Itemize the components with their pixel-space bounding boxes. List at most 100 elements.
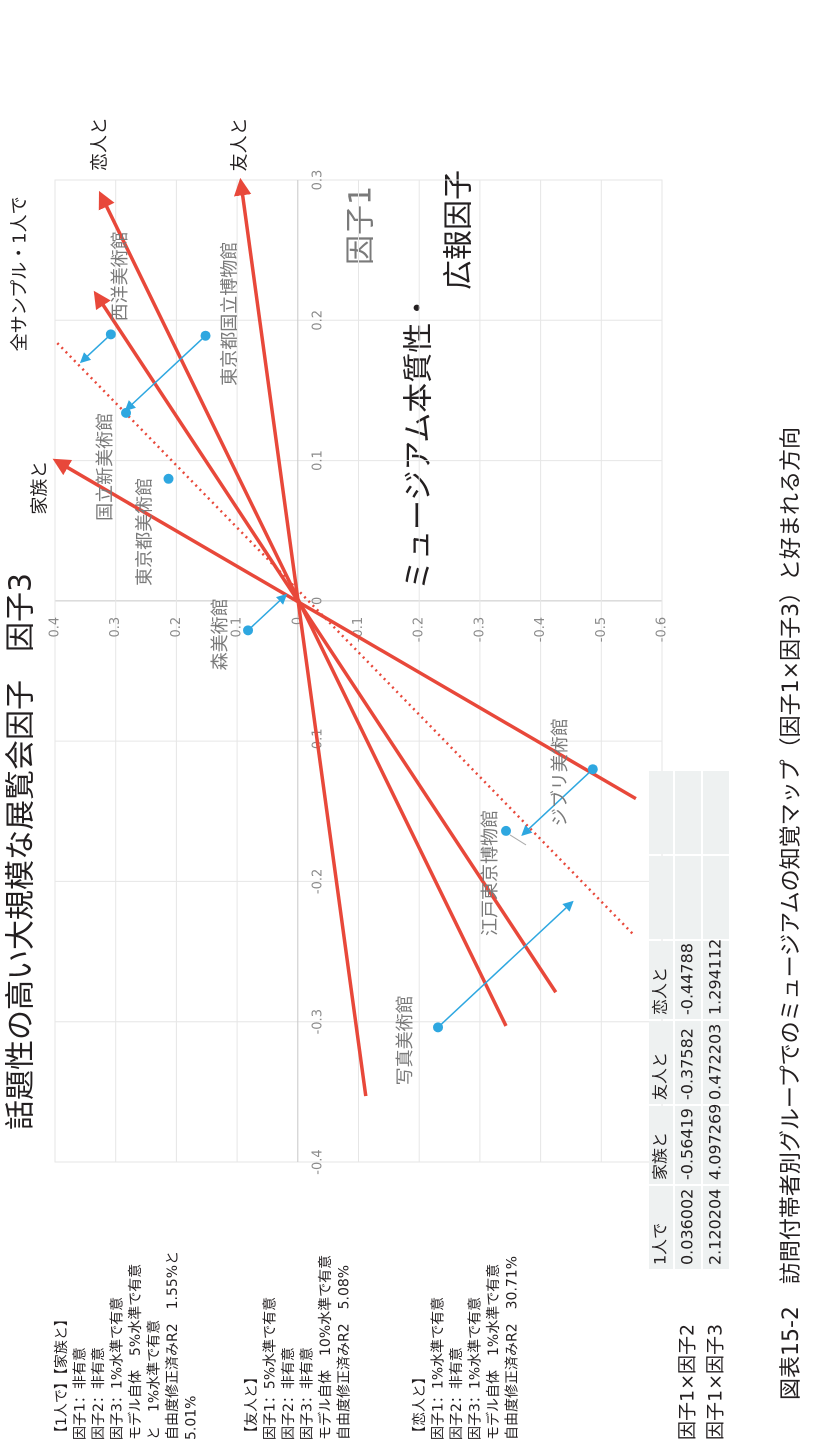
note-line: 因子3：非有意 bbox=[299, 1347, 316, 1440]
point-label: 東京都美術館 bbox=[135, 478, 156, 586]
table-header: 家族と bbox=[651, 1132, 670, 1180]
y-tick-label: -0.5 bbox=[594, 617, 609, 642]
y-tick-label: -0.3 bbox=[472, 617, 487, 642]
point bbox=[200, 330, 211, 341]
x-tick-label: 0.2 bbox=[310, 310, 325, 331]
point-label: 西洋美術館 bbox=[110, 231, 131, 321]
vector-label: 全サンプル・1人で bbox=[10, 196, 31, 351]
table-cell-text: 4.097269 bbox=[706, 1104, 725, 1180]
table-cell bbox=[675, 856, 701, 939]
x-tick-label: 0.3 bbox=[310, 170, 325, 191]
table-cell bbox=[703, 1186, 729, 1269]
projection-arrow bbox=[521, 768, 594, 837]
note-line: と 1%水準で有意 bbox=[146, 1320, 163, 1440]
point-label: 江戸東京博物館 bbox=[480, 810, 501, 936]
y-tick-label: 0 bbox=[290, 617, 305, 625]
y-tick-label: 0.4 bbox=[48, 617, 63, 638]
leader-line bbox=[509, 834, 527, 846]
point-label: 東京都国立博物館 bbox=[220, 242, 241, 386]
table-cell bbox=[649, 1186, 673, 1269]
table-cell-text: 0.036002 bbox=[678, 1189, 697, 1265]
x-tick-label: 0.1 bbox=[310, 450, 325, 471]
table-cell bbox=[649, 856, 673, 939]
table-cell bbox=[675, 1106, 701, 1184]
table-cell-text: -0.37582 bbox=[678, 1028, 697, 1100]
table-cell-text: 1.294112 bbox=[706, 939, 725, 1015]
note-line: 因子2：非有意 bbox=[448, 1347, 465, 1440]
right-title: 広報因子 bbox=[442, 170, 477, 290]
vector-label: 恋人と bbox=[89, 117, 111, 171]
x-tick-label: -0.2 bbox=[310, 869, 325, 894]
note-line: 【1人で】【家族と】 bbox=[53, 1312, 70, 1440]
x-tick-label: -0.3 bbox=[310, 1009, 325, 1034]
point-label: 写真美術館 bbox=[395, 995, 416, 1085]
point bbox=[433, 1022, 444, 1033]
point bbox=[105, 329, 116, 340]
note-line: 自由度修正済みR2 5.08% bbox=[337, 1265, 353, 1440]
note-line: モデル自体 5%水準で有意 bbox=[127, 1264, 144, 1440]
point bbox=[587, 764, 598, 775]
note-line: 5.01% bbox=[184, 1396, 200, 1440]
x-tick-label: 0 bbox=[310, 597, 325, 605]
vector bbox=[233, 177, 368, 1097]
y-tick-label: 0.1 bbox=[230, 617, 245, 638]
table-cell bbox=[703, 771, 729, 854]
vector-label: 家族と bbox=[30, 461, 51, 515]
note-line: モデル自体 10%水準で有意 bbox=[317, 1255, 334, 1440]
y-tick-label: -0.4 bbox=[533, 617, 548, 642]
point-label: 森美術館 bbox=[210, 598, 231, 670]
x-tick-label: -0.4 bbox=[310, 1149, 325, 1174]
note-line: 【恋人と】 bbox=[411, 1370, 428, 1440]
table-cell bbox=[675, 1021, 701, 1104]
caption: 図表15-2 訪問付帯者別グループでのミュージアムの知覚マップ（因子1×因子3）… bbox=[779, 427, 804, 1400]
note-line: 自由度修正済みR2 30.71% bbox=[505, 1256, 521, 1440]
note-line: 因子1：1%水準で有意 bbox=[430, 1297, 447, 1440]
projection-arrow bbox=[437, 900, 574, 1028]
table-cell bbox=[703, 1106, 729, 1184]
projection-arrow bbox=[79, 333, 112, 364]
note-line: 因子2：非有意 bbox=[90, 1347, 107, 1440]
note-line: 因子3：1%水準で有意 bbox=[109, 1297, 126, 1440]
y-tick-label: 0.2 bbox=[169, 617, 184, 638]
point bbox=[163, 473, 174, 484]
table-cell bbox=[649, 1021, 673, 1104]
chart-title: 話題性の高い大規模な展覧会因子 bbox=[4, 680, 39, 1130]
table-header: 1人で bbox=[651, 1223, 670, 1265]
table-row-label: 因子1×因子3 bbox=[705, 1324, 727, 1440]
y-tick-label: -0.2 bbox=[412, 617, 427, 642]
point bbox=[501, 825, 512, 836]
note-line: モデル自体 1%水準で有意 bbox=[485, 1264, 502, 1440]
table-cell bbox=[703, 856, 729, 939]
note-line: 因子1：5%水準で有意 bbox=[262, 1297, 279, 1440]
y-axis-title: 因子3 bbox=[4, 573, 39, 652]
note-line: 因子1：非有意 bbox=[72, 1347, 89, 1440]
table-cell bbox=[649, 941, 673, 1019]
vector bbox=[52, 458, 637, 801]
table-cell bbox=[675, 941, 701, 1019]
y-tick-label: 0.3 bbox=[108, 617, 123, 638]
projection-arrow bbox=[247, 593, 288, 631]
projection-arrow bbox=[124, 335, 207, 412]
note-line: 因子2：非有意 bbox=[280, 1347, 297, 1440]
point-label: ジブリ美術館 bbox=[549, 718, 571, 826]
point bbox=[121, 407, 132, 418]
table-cell bbox=[703, 941, 729, 1019]
table-cell bbox=[703, 1021, 729, 1104]
table-cell bbox=[649, 771, 673, 854]
point bbox=[243, 625, 254, 636]
note-line: 因子3：1%水準で有意 bbox=[467, 1297, 484, 1440]
table-header: 恋人と bbox=[651, 967, 670, 1015]
y-tick-label: -0.6 bbox=[655, 617, 670, 642]
table-row-label: 因子1×因子2 bbox=[677, 1324, 699, 1440]
table-cell-text: 0.472203 bbox=[706, 1024, 725, 1100]
point-label: 国立新美術館 bbox=[95, 413, 116, 521]
vector bbox=[93, 290, 558, 994]
table-cell-text: 2.120204 bbox=[706, 1189, 725, 1265]
table-cell bbox=[675, 1186, 701, 1269]
table-cell bbox=[649, 1106, 673, 1184]
table-cell bbox=[675, 771, 701, 854]
table-cell-text: -0.56419 bbox=[678, 1108, 697, 1180]
table-cell-text: -0.44788 bbox=[678, 943, 697, 1015]
